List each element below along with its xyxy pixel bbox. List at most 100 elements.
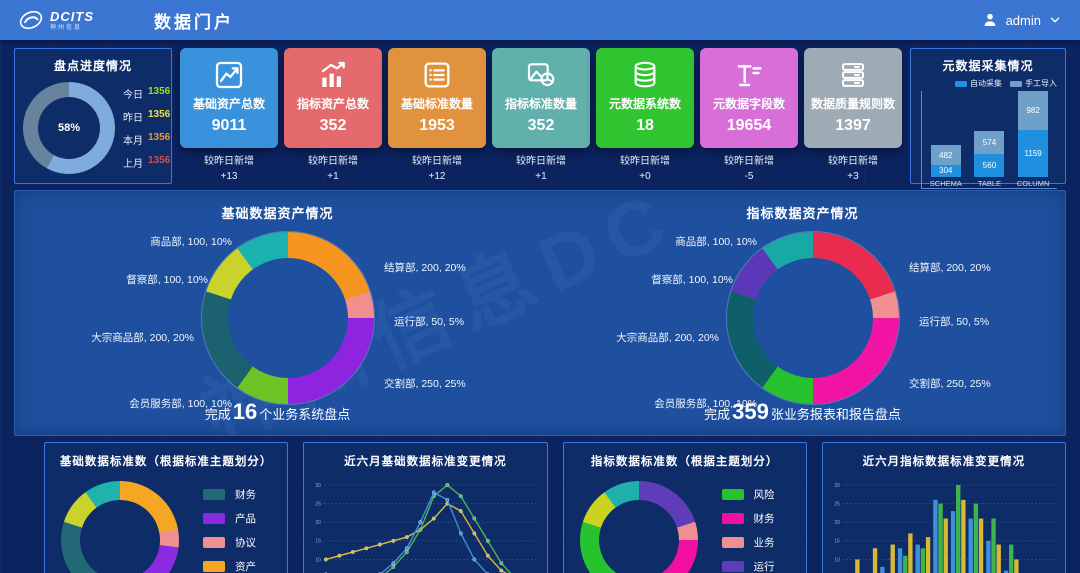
summary-number: 359	[732, 399, 769, 424]
summary-number: 16	[232, 399, 258, 424]
basic-standard-trend-chart[interactable]: 51015202530	[310, 475, 540, 573]
metric-asset-donut[interactable]	[727, 232, 899, 404]
kpi-card-label: 元数据字段数	[712, 97, 785, 111]
kpi-card[interactable]: 基础资产总数 9011	[180, 48, 278, 148]
kpi-card-column: 数据质量规则数 1397 较昨日新增 +3	[804, 48, 902, 184]
meta-collect-panel: 元数据采集情况 自动采集 手工导入 304 482 SCHEMA 560 574 TABLE…	[910, 48, 1066, 189]
stacked-bar-column[interactable]: 1159 982 COLUMN	[1017, 91, 1049, 188]
legend-label: 资产	[235, 561, 256, 573]
donut-callout-label: 督察部, 100, 10%	[126, 274, 208, 286]
donut-hole	[38, 97, 100, 159]
metric-standard-donut[interactable]	[579, 481, 698, 573]
basic-standard-legend: 财务产品协议资产员工	[203, 487, 256, 573]
line-chart-icon	[213, 57, 245, 93]
meta-collect-chart[interactable]: 304 482 SCHEMA 560 574 TABLE 1159 982 COLUMN	[921, 91, 1057, 189]
donut-hole	[598, 500, 679, 573]
image-pie-icon	[525, 57, 557, 93]
progress-legend-value: 1356	[148, 86, 171, 97]
basic-standard-trend-title: 近六月基础数据标准变更情况	[344, 456, 507, 468]
inventory-progress-donut[interactable]: 58%	[23, 82, 115, 174]
app-header: DCITS 神州信息 数据门户 admin	[0, 0, 1080, 40]
svg-text:30: 30	[834, 483, 840, 489]
kpi-card[interactable]: 数据质量规则数 1397	[804, 48, 902, 148]
bar-segment: 304	[930, 164, 961, 177]
user-avatar-icon	[984, 13, 995, 26]
kpi-card-value: 9011	[211, 117, 247, 134]
kpi-card-value: 1953	[419, 117, 455, 134]
summary-prefix: 完成	[204, 407, 231, 422]
kpi-card-value: 18	[636, 117, 654, 134]
bar-segment: 574	[974, 131, 1005, 155]
logo-swirl-icon	[19, 10, 43, 30]
kpi-delta-value: +1	[535, 170, 547, 182]
dcits-logo[interactable]: DCITS 神州信息	[18, 7, 94, 33]
legend-item[interactable]: 资产	[203, 559, 256, 573]
basic-asset-section: 基础数据资产情况 结算部, 200, 20% 运行部, 50, 5% 交割部, 25…	[15, 191, 540, 435]
legend-label: 业务	[753, 537, 775, 549]
kpi-card[interactable]: 指标资产总数 352	[284, 48, 382, 148]
legend-item[interactable]: 协议	[203, 535, 256, 550]
legend-item[interactable]: 业务	[721, 535, 775, 550]
legend-item[interactable]: 自动采集	[955, 78, 1002, 89]
kpi-card-value: 1397	[835, 117, 871, 134]
svg-text:25: 25	[834, 501, 840, 507]
basic-standard-donut[interactable]	[61, 481, 179, 573]
kpi-card[interactable]: 基础标准数量 1953	[388, 48, 486, 148]
summary-suffix: 张业务报表和报告盘点	[770, 407, 901, 422]
server-icon	[837, 57, 869, 93]
kpi-card[interactable]: 元数据字段数 19654	[700, 48, 798, 148]
kpi-card-delta: 较昨日新增 +1	[516, 155, 566, 184]
kpi-delta-value: +13	[220, 170, 238, 182]
kpi-card-label: 元数据系统数	[608, 97, 681, 111]
svg-text:30: 30	[316, 483, 322, 489]
metric-standard-trend-chart[interactable]: 51015202530	[829, 475, 1059, 573]
kpi-card-delta: 较昨日新增 +1	[308, 155, 358, 184]
kpi-card-column: 基础资产总数 9011 较昨日新增 +13	[180, 48, 278, 184]
bar-segment: 1159	[1018, 130, 1049, 177]
legend-item[interactable]: 财务	[203, 487, 256, 502]
progress-legend-value: 1356	[148, 155, 171, 166]
inventory-progress-title: 盘点进度情况	[53, 59, 132, 73]
user-menu[interactable]: admin	[981, 11, 1062, 29]
kpi-delta-label: 较昨日新增	[308, 156, 358, 167]
donut-callout-label: 运行部, 50, 5%	[919, 316, 990, 328]
kpi-delta-label: 较昨日新增	[724, 156, 774, 167]
legend-swatch	[721, 489, 744, 500]
progress-legend-value: 1356	[148, 132, 171, 143]
stacked-bar-column[interactable]: 560 574 TABLE	[974, 131, 1005, 188]
kpi-delta-label: 较昨日新增	[412, 156, 462, 167]
progress-legend: 今日 1356 昨日 1356 本月 1356 上月 1356	[123, 86, 170, 170]
stacked-bar-column[interactable]: 304 482 SCHEMA	[930, 145, 962, 188]
legend-item[interactable]: 产品	[203, 511, 256, 526]
kpi-delta-value: +12	[428, 170, 446, 182]
legend-item[interactable]: 财务	[721, 511, 775, 526]
kpi-cards: 基础资产总数 9011 较昨日新增 +13 指标资产总数 352 较昨日新增 +1 基础标准数量…	[180, 48, 902, 184]
legend-label: 风险	[753, 489, 775, 501]
legend-label: 协议	[235, 537, 256, 549]
progress-legend-item: 昨日 1356	[123, 109, 170, 124]
basic-asset-donut[interactable]	[202, 232, 374, 404]
metric-standard-trend-panel: 近六月指标数据标准变更情况 51015202530	[821, 442, 1066, 573]
asset-overview-panel: 神州信息DC 基础数据资产情况 结算部, 200, 20% 运行部, 50, 5%…	[14, 190, 1066, 436]
basic-standard-panel: 基础数据标准数（根据标准主题划分） 财务产品协议资产员工	[44, 442, 289, 573]
database-icon	[629, 57, 661, 93]
legend-label: 手工导入	[1025, 79, 1057, 88]
kpi-card[interactable]: 指标标准数量 352	[492, 48, 590, 148]
progress-legend-item: 今日 1356	[123, 86, 170, 101]
donut-hole	[80, 500, 160, 573]
legend-item[interactable]: 手工导入	[1010, 78, 1057, 89]
progress-legend-item: 上月 1356	[123, 155, 170, 170]
legend-swatch	[721, 561, 744, 572]
brand-name: DCITS	[50, 8, 94, 24]
basic-standard-title: 基础数据标准数（根据标准主题划分）	[59, 456, 273, 468]
kpi-delta-value: +1	[327, 170, 339, 182]
basic-asset-title: 基础数据资产情况	[221, 206, 334, 221]
legend-item[interactable]: 运行	[721, 559, 775, 573]
legend-item[interactable]: 风险	[721, 487, 775, 502]
svg-text:10: 10	[834, 557, 840, 563]
legend-swatch	[721, 513, 744, 524]
stacked-bar: 304 482	[930, 145, 961, 177]
kpi-card[interactable]: 元数据系统数 18	[596, 48, 694, 148]
svg-text:20: 20	[834, 520, 840, 526]
legend-swatch	[203, 537, 225, 548]
